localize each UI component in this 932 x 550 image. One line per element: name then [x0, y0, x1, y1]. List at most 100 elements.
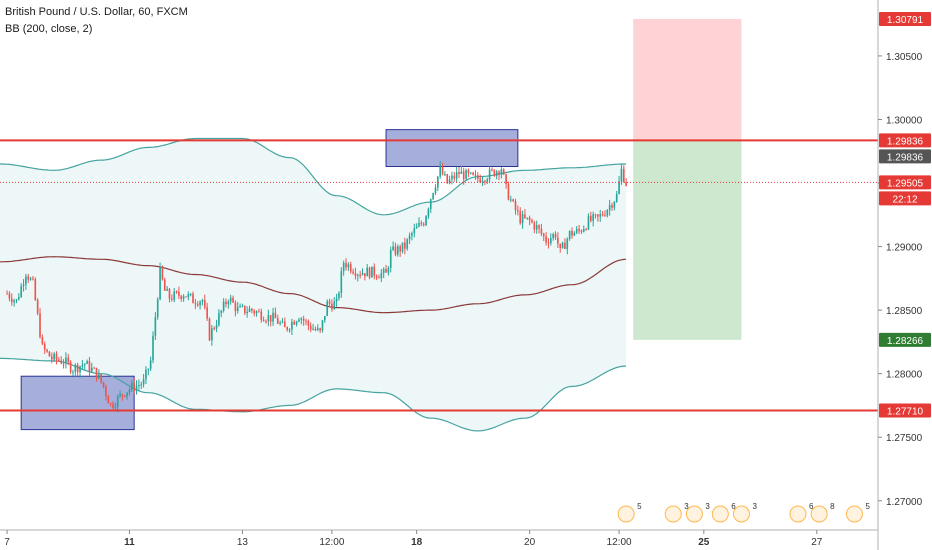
candle-body — [333, 301, 336, 310]
candle-body — [479, 178, 482, 183]
candle-body — [411, 233, 413, 236]
candle-body — [152, 335, 154, 361]
candle-body — [316, 328, 319, 330]
candle-body — [236, 307, 239, 312]
candle-body — [429, 199, 432, 210]
economic-event-icon[interactable] — [711, 505, 729, 523]
economic-event-icon[interactable] — [685, 505, 703, 523]
candle-body — [241, 305, 244, 307]
candle-body — [571, 230, 573, 236]
candle-body — [566, 238, 569, 249]
candle-body — [514, 201, 517, 211]
candle-body — [585, 229, 587, 231]
candle-body — [105, 386, 107, 396]
candle-body — [378, 277, 380, 279]
candle-body — [389, 249, 392, 268]
candle-body — [201, 300, 204, 302]
candle-body — [439, 166, 442, 177]
y-tick-label: 1.27500 — [886, 433, 923, 444]
candle-body — [196, 304, 199, 306]
candle-body — [458, 172, 460, 175]
candle-body — [182, 296, 185, 299]
candle-body — [222, 301, 225, 311]
candle-body — [519, 211, 522, 224]
candle-body — [34, 279, 37, 301]
price-tag[interactable] — [879, 11, 931, 26]
candle-body — [578, 228, 580, 231]
price-tag[interactable] — [879, 149, 931, 164]
candle-body — [41, 337, 44, 344]
candle-body — [159, 266, 161, 300]
candle-body — [594, 214, 597, 216]
y-tick-label: 1.27000 — [886, 497, 923, 508]
candle-body — [194, 303, 197, 305]
candle-body — [69, 361, 72, 373]
price-tag[interactable] — [879, 133, 931, 148]
candle-body — [502, 169, 505, 175]
candle-body — [239, 305, 241, 308]
economic-event-icon[interactable] — [617, 505, 635, 523]
candle-body — [495, 171, 498, 176]
x-tick-label: 18 — [411, 537, 423, 548]
candle-body — [338, 292, 340, 299]
candle-body — [427, 209, 430, 217]
candle-body — [291, 321, 293, 330]
candle-body — [208, 318, 211, 341]
economic-event-count: 5 — [865, 502, 870, 511]
candle-body — [25, 276, 27, 285]
candle-body — [74, 364, 77, 372]
candle-body — [215, 325, 218, 329]
candle-body — [472, 172, 474, 175]
economic-event-icon[interactable] — [810, 505, 828, 523]
candle-body — [300, 318, 303, 320]
candle-body — [387, 267, 390, 273]
candle-body — [319, 328, 321, 331]
candle-body — [380, 273, 383, 279]
price-tag[interactable] — [879, 403, 931, 418]
candle-body — [342, 262, 345, 272]
economic-event-icon[interactable] — [789, 505, 807, 523]
candle-body — [413, 228, 416, 234]
price-tag[interactable] — [879, 175, 931, 190]
candle-body — [55, 353, 58, 360]
price-tag[interactable] — [879, 332, 931, 347]
candle-body — [272, 312, 274, 322]
candle-body — [116, 396, 119, 407]
candle-body — [549, 238, 552, 244]
candle-body — [582, 229, 585, 232]
economic-event-icon[interactable] — [732, 505, 750, 523]
candle-body — [425, 216, 427, 226]
candle-body — [29, 278, 32, 280]
candle-body — [498, 171, 500, 175]
candle-body — [32, 278, 34, 280]
price-tag[interactable] — [879, 191, 931, 206]
candle-body — [608, 205, 611, 211]
y-tick-label: 1.30500 — [886, 52, 923, 63]
candle-body — [599, 214, 602, 217]
candle-body — [307, 320, 310, 326]
candle-body — [178, 291, 180, 296]
candle-body — [234, 302, 237, 312]
candle-body — [354, 273, 357, 276]
candle-body — [493, 169, 496, 176]
candle-body — [269, 315, 272, 322]
economic-event-icon[interactable] — [664, 505, 682, 523]
candle-body — [592, 214, 595, 221]
candle-body — [509, 199, 512, 201]
candle-body — [441, 166, 444, 175]
economic-event-icon[interactable] — [845, 505, 863, 523]
candle-body — [561, 242, 564, 248]
candle-body — [243, 305, 246, 314]
candle-body — [27, 276, 30, 280]
candle-body — [10, 298, 13, 303]
indicator-label[interactable]: BB (200, close, 2) — [5, 23, 93, 35]
symbol-title[interactable]: British Pound / U.S. Dollar, 60, FXCM — [5, 6, 188, 18]
candle-body — [130, 383, 133, 390]
candle-body — [415, 226, 418, 229]
economic-event-count: 5 — [637, 502, 642, 511]
candle-body — [573, 232, 576, 236]
candle-body — [173, 291, 176, 300]
candle-body — [227, 301, 230, 305]
price-tag-label: 1.29505 — [887, 178, 924, 189]
